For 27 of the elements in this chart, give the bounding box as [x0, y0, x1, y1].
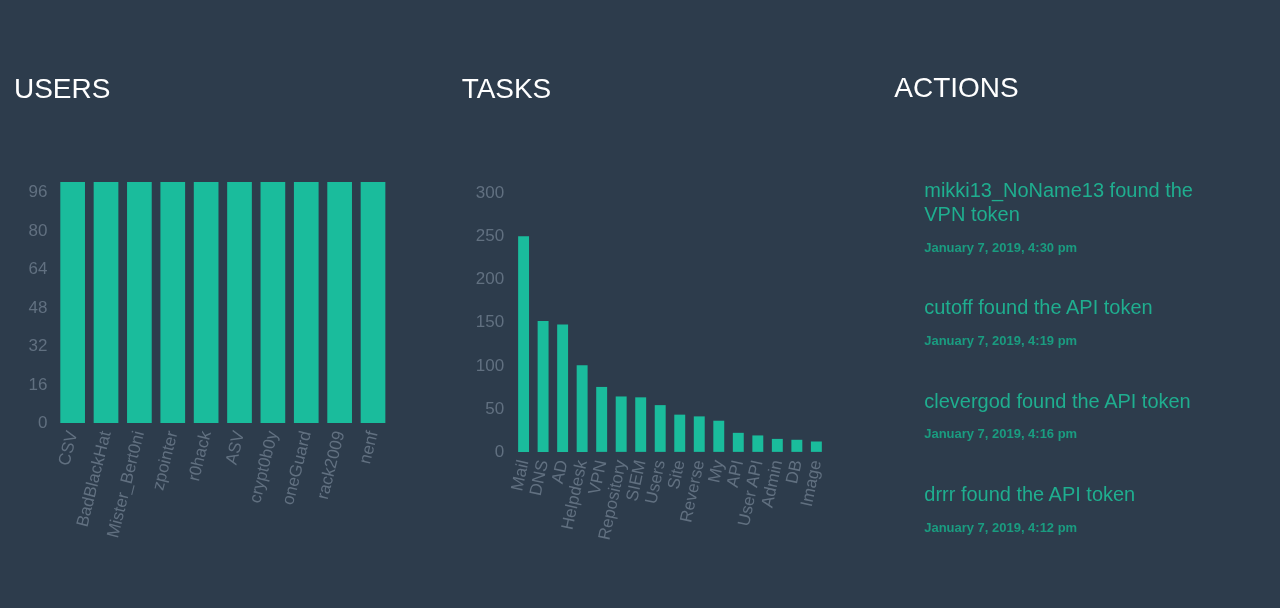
text: January 7, 2019, 4:16 pm: [924, 426, 1078, 442]
bar: [557, 324, 569, 452]
bar: [635, 397, 647, 452]
text: clevergod found the API token: [924, 389, 1191, 412]
bar: [771, 438, 783, 452]
chart-title: USERS: [13, 73, 111, 105]
bar: [596, 386, 608, 452]
text: January 7, 2019, 4:19 pm: [924, 332, 1078, 348]
bar: [654, 405, 666, 452]
text: January 7, 2019, 4:12 pm: [924, 519, 1078, 535]
bar: [791, 439, 803, 452]
bar: [810, 441, 822, 452]
text: drrr found the API token: [924, 483, 1136, 506]
text: ACTIONS: [894, 72, 1019, 104]
text: cutoff found the API token: [924, 296, 1153, 319]
bar: [674, 414, 686, 452]
bar: [576, 365, 588, 452]
bar: [537, 321, 549, 452]
bar: [518, 236, 530, 452]
bar: [713, 420, 725, 452]
bar: [732, 432, 744, 452]
text: January 7, 2019, 4:30 pm: [924, 239, 1078, 255]
text: mikki13_NoName13 found the VPN token: [924, 179, 1193, 226]
bar: [752, 435, 764, 452]
bar: [693, 416, 705, 452]
chart-title: TASKS: [461, 73, 552, 105]
bar: [615, 396, 627, 452]
